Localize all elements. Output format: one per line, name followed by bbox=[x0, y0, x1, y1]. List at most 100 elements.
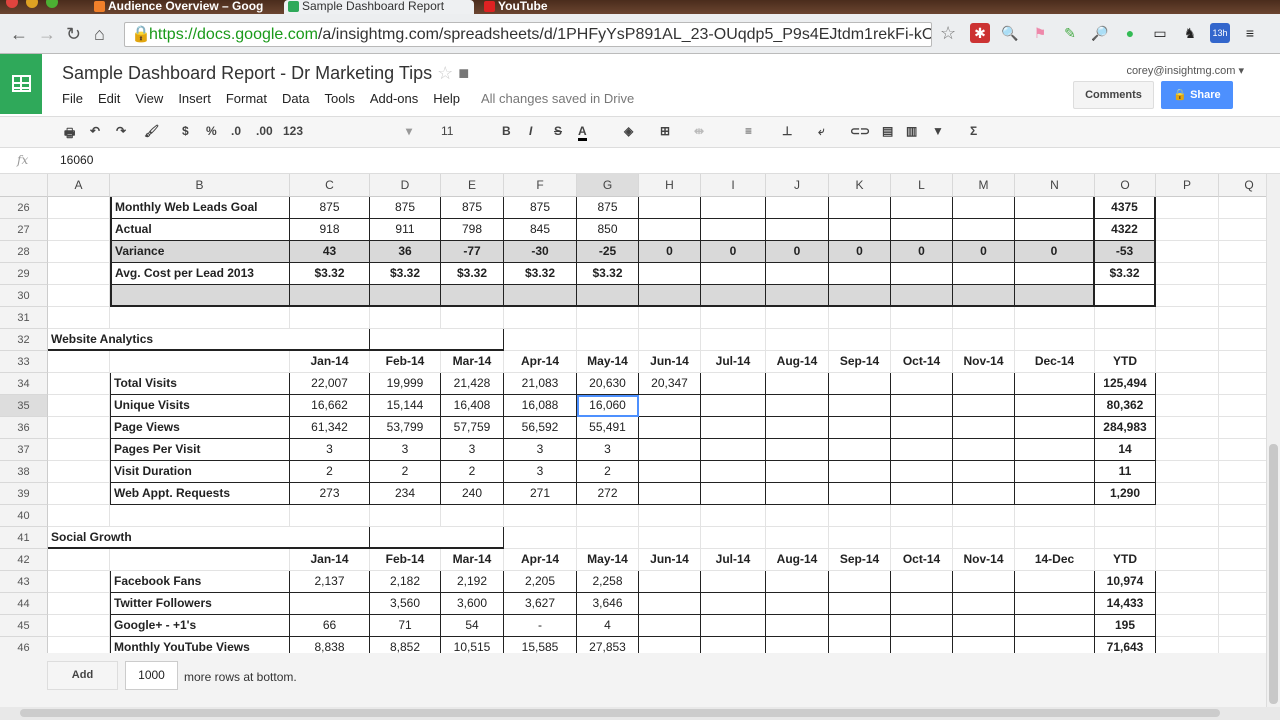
cell-h46[interactable] bbox=[639, 637, 701, 653]
row-header-32[interactable]: 32 bbox=[0, 329, 48, 351]
row-header-42[interactable]: 42 bbox=[0, 549, 48, 571]
cell-g43[interactable]: 2,258 bbox=[577, 571, 639, 593]
cell-q30[interactable] bbox=[1219, 285, 1266, 307]
cell-h34[interactable]: 20,347 bbox=[639, 373, 701, 395]
cell-i36[interactable] bbox=[701, 417, 766, 439]
cell-b29[interactable]: Avg. Cost per Lead 2013 bbox=[110, 263, 290, 285]
cell-d31[interactable] bbox=[370, 307, 441, 329]
comments-button[interactable]: Comments bbox=[1073, 81, 1154, 109]
cell-q28[interactable] bbox=[1219, 241, 1266, 263]
cell-o36[interactable]: 284,983 bbox=[1095, 417, 1156, 439]
cell-l29[interactable] bbox=[891, 263, 953, 285]
cell-i46[interactable] bbox=[701, 637, 766, 653]
cell-a41[interactable]: Social Growth bbox=[48, 527, 370, 549]
cell-j27[interactable] bbox=[766, 219, 829, 241]
cell-p41[interactable] bbox=[1156, 527, 1219, 549]
cell-p33[interactable] bbox=[1156, 351, 1219, 373]
print-icon[interactable]: 🖶 bbox=[64, 126, 76, 140]
cell-j38[interactable] bbox=[766, 461, 829, 483]
cell-d34[interactable]: 19,999 bbox=[370, 373, 441, 395]
cell-c34[interactable]: 22,007 bbox=[290, 373, 370, 395]
cell-b44[interactable]: Twitter Followers bbox=[110, 593, 290, 615]
cell-k40[interactable] bbox=[829, 505, 891, 527]
cell-p32[interactable] bbox=[1156, 329, 1219, 351]
cell-o30[interactable] bbox=[1095, 285, 1156, 307]
cell-j33[interactable]: Aug-14 bbox=[766, 351, 829, 373]
back-icon[interactable]: ← bbox=[10, 24, 28, 44]
cell-l33[interactable]: Oct-14 bbox=[891, 351, 953, 373]
cell-e31[interactable] bbox=[441, 307, 504, 329]
cell-l41[interactable] bbox=[891, 527, 953, 549]
cell-f26[interactable]: 875 bbox=[504, 197, 577, 219]
row-header-41[interactable]: 41 bbox=[0, 527, 48, 549]
cell-j42[interactable]: Aug-14 bbox=[766, 549, 829, 571]
cell-n29[interactable] bbox=[1015, 263, 1095, 285]
cell-f40[interactable] bbox=[504, 505, 577, 527]
wrap-icon[interactable]: ⤶ bbox=[818, 124, 825, 138]
cell-k30[interactable] bbox=[829, 285, 891, 307]
cell-k42[interactable]: Sep-14 bbox=[829, 549, 891, 571]
cell-k43[interactable] bbox=[829, 571, 891, 593]
cell-a36[interactable] bbox=[48, 417, 110, 439]
cell-g35[interactable]: 16,060 bbox=[577, 395, 639, 417]
cell-o32[interactable] bbox=[1095, 329, 1156, 351]
cell-h38[interactable] bbox=[639, 461, 701, 483]
cell-j31[interactable] bbox=[766, 307, 829, 329]
cell-k26[interactable] bbox=[829, 197, 891, 219]
cell-o31[interactable] bbox=[1095, 307, 1156, 329]
cell-a45[interactable] bbox=[48, 615, 110, 637]
cell-e37[interactable]: 3 bbox=[441, 439, 504, 461]
cell-c30[interactable] bbox=[290, 285, 370, 307]
column-header-o[interactable]: O bbox=[1095, 174, 1156, 197]
cell-n37[interactable] bbox=[1015, 439, 1095, 461]
cell-h41[interactable] bbox=[639, 527, 701, 549]
cell-p36[interactable] bbox=[1156, 417, 1219, 439]
cell-o46[interactable]: 71,643 bbox=[1095, 637, 1156, 653]
column-header-f[interactable]: F bbox=[504, 174, 577, 197]
menu-edit[interactable]: Edit bbox=[97, 91, 121, 106]
cell-c45[interactable]: 66 bbox=[290, 615, 370, 637]
cell-a29[interactable] bbox=[48, 263, 110, 285]
cell-d39[interactable]: 234 bbox=[370, 483, 441, 505]
cell-m32[interactable] bbox=[953, 329, 1015, 351]
cell-d26[interactable]: 875 bbox=[370, 197, 441, 219]
cell-c27[interactable]: 918 bbox=[290, 219, 370, 241]
redo-icon[interactable]: ↷ bbox=[116, 124, 127, 138]
cell-j26[interactable] bbox=[766, 197, 829, 219]
cell-m33[interactable]: Nov-14 bbox=[953, 351, 1015, 373]
cell-b33[interactable] bbox=[110, 351, 290, 373]
cell-m37[interactable] bbox=[953, 439, 1015, 461]
cell-h36[interactable] bbox=[639, 417, 701, 439]
cell-e27[interactable]: 798 bbox=[441, 219, 504, 241]
row-header-44[interactable]: 44 bbox=[0, 593, 48, 615]
menu-tools[interactable]: Tools bbox=[324, 91, 355, 106]
cell-j36[interactable] bbox=[766, 417, 829, 439]
cell-f30[interactable] bbox=[504, 285, 577, 307]
cell-d41[interactable] bbox=[370, 527, 504, 549]
cell-g45[interactable]: 4 bbox=[577, 615, 639, 637]
cell-d38[interactable]: 2 bbox=[370, 461, 441, 483]
italic-button[interactable]: I bbox=[529, 124, 533, 138]
cell-m36[interactable] bbox=[953, 417, 1015, 439]
horizontal-scrollbar[interactable] bbox=[0, 707, 1280, 720]
cell-q42[interactable] bbox=[1219, 549, 1266, 571]
cell-p40[interactable] bbox=[1156, 505, 1219, 527]
cell-q29[interactable] bbox=[1219, 263, 1266, 285]
cell-a37[interactable] bbox=[48, 439, 110, 461]
cell-l34[interactable] bbox=[891, 373, 953, 395]
font-size-dropdown[interactable]: 11 bbox=[441, 124, 454, 138]
cell-n41[interactable] bbox=[1015, 527, 1095, 549]
cell-j32[interactable] bbox=[766, 329, 829, 351]
row-header-30[interactable]: 30 bbox=[0, 285, 48, 307]
cell-a42[interactable] bbox=[48, 549, 110, 571]
cell-j39[interactable] bbox=[766, 483, 829, 505]
cell-o33[interactable]: YTD bbox=[1095, 351, 1156, 373]
cell-p28[interactable] bbox=[1156, 241, 1219, 263]
cell-d32[interactable] bbox=[370, 329, 504, 351]
cell-c31[interactable] bbox=[290, 307, 370, 329]
cell-n43[interactable] bbox=[1015, 571, 1095, 593]
menu-add-ons[interactable]: Add-ons bbox=[369, 91, 419, 106]
cell-j28[interactable]: 0 bbox=[766, 241, 829, 263]
cell-k32[interactable] bbox=[829, 329, 891, 351]
chart-icon[interactable]: ▥ bbox=[906, 124, 918, 138]
